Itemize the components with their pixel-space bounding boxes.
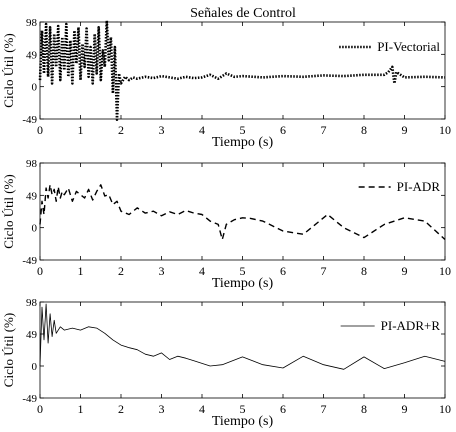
x-tick-label: 3 [159, 402, 165, 416]
x-tick-label: 3 [159, 264, 165, 278]
y-tick-label: 0 [32, 223, 38, 235]
x-tick-label: 1 [78, 402, 84, 416]
y-axis-label: Ciclo Útil (%) [1, 33, 16, 107]
legend-label: PI-Vectorial [377, 39, 440, 54]
x-tick-label: 1 [78, 264, 84, 278]
x-tick-label: 8 [361, 264, 367, 278]
y-tick-label: -49 [22, 255, 37, 267]
x-tick-label: 9 [402, 402, 408, 416]
figure-title: Señales de Control [190, 6, 296, 21]
series-line-pi-adr [39, 184, 446, 241]
y-tick-label: 49 [26, 190, 38, 202]
y-tick-label: 0 [32, 82, 38, 94]
y-tick-label: 98 [26, 158, 38, 170]
x-tick-label: 8 [361, 123, 367, 137]
x-tick-label: 5 [240, 264, 246, 278]
axes-frame [39, 301, 446, 399]
x-tick-label: 4 [199, 123, 205, 137]
x-tick-label: 10 [439, 402, 451, 416]
x-tick-label: 5 [240, 123, 246, 137]
legend-label: PI-ADR [397, 179, 441, 194]
x-tick-label: 1 [78, 123, 84, 137]
x-tick-label: 4 [199, 264, 205, 278]
y-axis-label: Ciclo Útil (%) [1, 174, 16, 248]
y-tick-label: 98 [26, 297, 38, 309]
x-tick-label: 10 [439, 123, 451, 137]
x-tick-label: 7 [321, 402, 327, 416]
x-axis-label: Tiempo (s) [212, 414, 274, 429]
x-tick-label: 10 [439, 264, 451, 278]
x-tick-label: 0 [37, 123, 43, 137]
x-tick-label: 7 [321, 264, 327, 278]
y-tick-label: 49 [26, 329, 38, 341]
y-tick-label: 0 [32, 361, 38, 373]
x-tick-label: 9 [402, 123, 408, 137]
series-line-pi-vectorial [38, 19, 446, 121]
y-tick-label: 49 [26, 49, 38, 61]
x-tick-label: 0 [37, 264, 43, 278]
x-tick-label: 8 [361, 402, 367, 416]
axes-frame [39, 162, 446, 261]
legend-label: PI-ADR+R [381, 318, 441, 333]
x-tick-label: 5 [240, 402, 246, 416]
x-axis-label: Tiempo (s) [212, 135, 274, 150]
x-tick-label: 6 [280, 123, 286, 137]
x-tick-label: 2 [118, 264, 124, 278]
y-axis-label: Ciclo Útil (%) [1, 313, 16, 387]
x-tick-label: 6 [280, 264, 286, 278]
y-tick-label: 98 [26, 17, 38, 29]
x-tick-label: 4 [199, 402, 205, 416]
y-tick-label: -49 [22, 393, 37, 405]
x-tick-label: 7 [321, 123, 327, 137]
x-tick-label: 2 [118, 402, 124, 416]
x-tick-label: 6 [280, 402, 286, 416]
y-tick-label: -49 [22, 114, 37, 126]
x-tick-label: 9 [402, 264, 408, 278]
x-tick-label: 0 [37, 402, 43, 416]
x-tick-label: 3 [159, 123, 165, 137]
x-tick-label: 2 [118, 123, 124, 137]
x-axis-label: Tiempo (s) [212, 276, 274, 291]
series-line-pi-adr-r [39, 303, 446, 370]
